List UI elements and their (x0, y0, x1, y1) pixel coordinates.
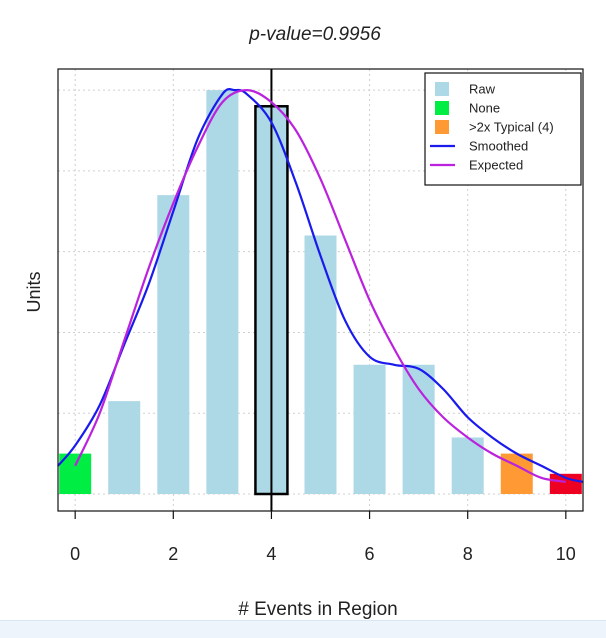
x-tick-label: 6 (365, 544, 375, 564)
x-tick-label: 2 (168, 544, 178, 564)
series-lines (57, 88, 584, 483)
x-axis: 0 2 4 6 8 10 (70, 511, 576, 564)
y-axis-label: Units (24, 271, 44, 312)
legend-swatch (435, 82, 449, 96)
highlight-layer (254, 69, 289, 511)
chart: p-value=0.9956 0 2 4 6 8 10 Units # Events in… (24, 24, 584, 620)
legend-label: Smoothed (469, 139, 528, 154)
bar-6 (353, 364, 386, 494)
legend-swatch (435, 120, 449, 134)
bar-10 (549, 473, 582, 494)
x-axis-label: # Events in Region (238, 599, 398, 620)
bars (59, 90, 582, 494)
legend: Raw None >2x Typical (4) Smoothed Expected (424, 72, 582, 186)
legend-swatch (435, 101, 449, 115)
x-tick-label: 8 (463, 544, 473, 564)
bottom-panel-strip (0, 620, 606, 638)
series-line-smoothed (57, 88, 584, 483)
legend-label: Raw (469, 82, 496, 97)
legend-label: Expected (469, 158, 523, 173)
x-tick-label: 0 (70, 544, 80, 564)
series-line-expected (74, 89, 567, 483)
bar-7 (402, 364, 435, 494)
bar-8 (451, 437, 484, 494)
x-tick-label: 10 (556, 544, 576, 564)
legend-label: None (469, 101, 500, 116)
bar-2 (157, 195, 190, 494)
x-tick-label: 4 (266, 544, 276, 564)
legend-box (424, 72, 582, 186)
bar-1 (108, 401, 141, 494)
bar-5 (304, 235, 337, 494)
chart-title: p-value=0.9956 (248, 24, 381, 45)
legend-label: >2x Typical (4) (469, 120, 554, 135)
plot-frame (57, 68, 584, 512)
bar-3 (206, 90, 239, 494)
